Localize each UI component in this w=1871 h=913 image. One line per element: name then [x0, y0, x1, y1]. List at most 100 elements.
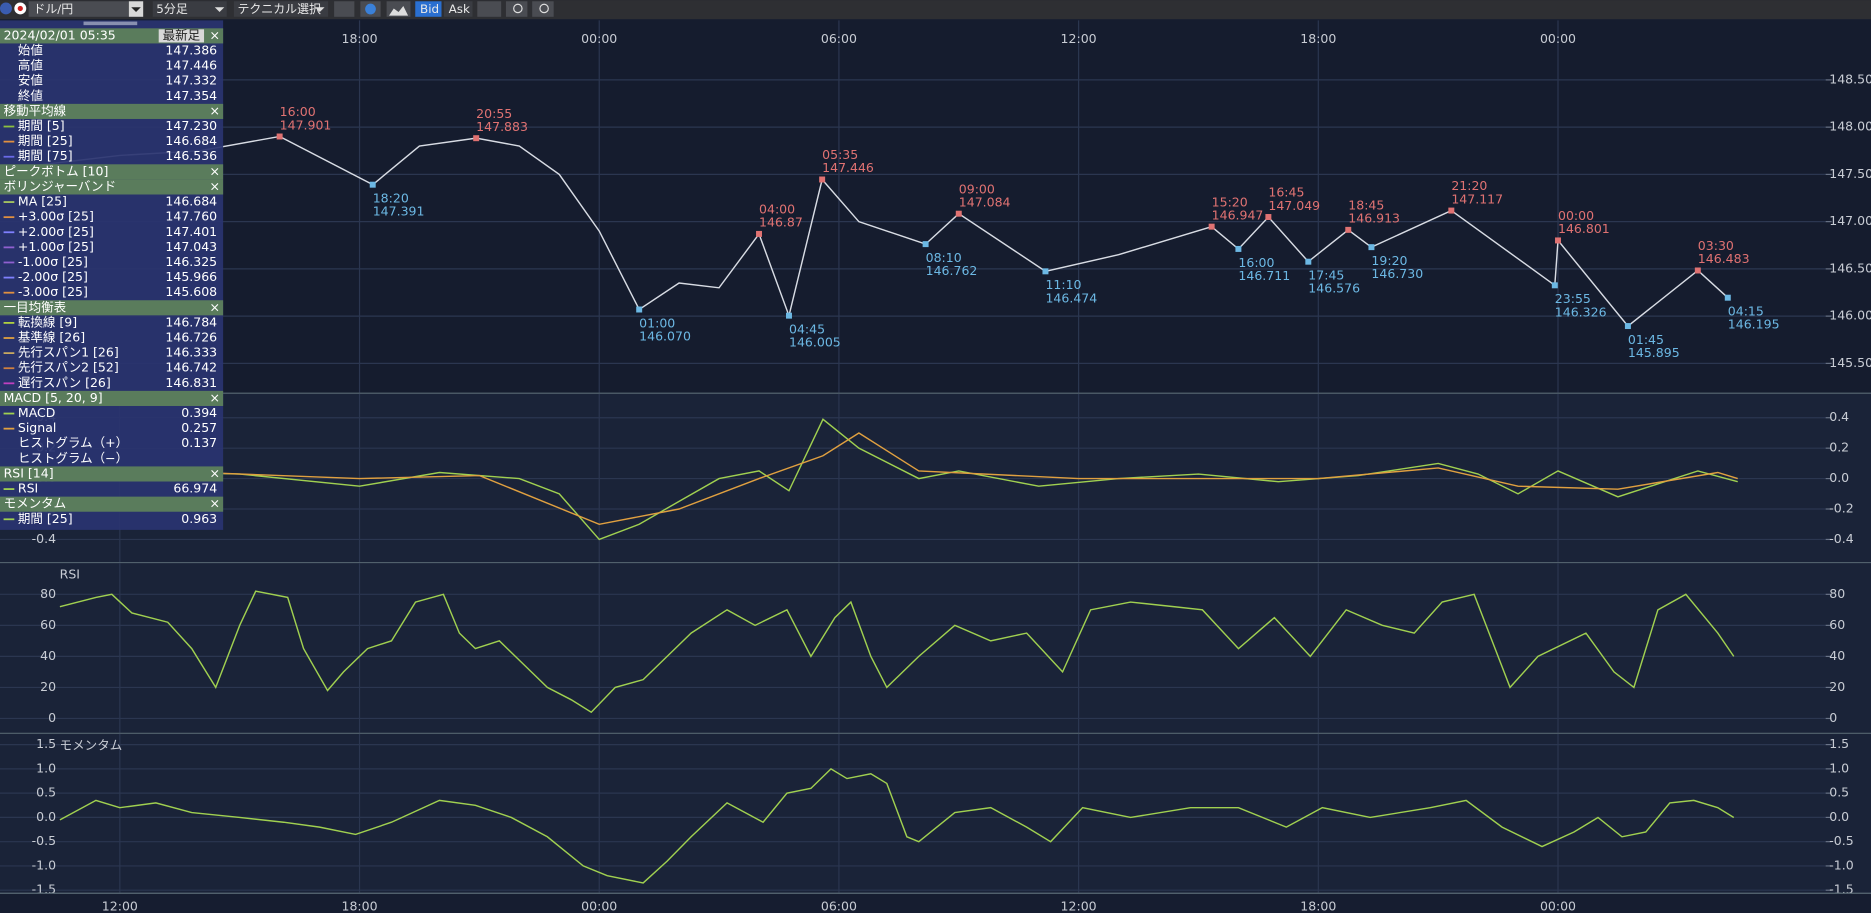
section-header	[0, 466, 224, 482]
peak-marker	[1448, 207, 1455, 214]
row-label: 安値	[18, 73, 43, 88]
timeframe-label: 5分足	[156, 2, 188, 16]
zoom-icon	[513, 3, 523, 14]
close-icon[interactable]: ×	[210, 465, 221, 480]
y-tick-label: 148.00	[1829, 119, 1871, 134]
marker-price: 146.474	[1045, 290, 1097, 305]
y-tick-label: 0.0	[1829, 470, 1849, 485]
x-tick-label: 00:00	[1540, 31, 1576, 46]
series-line	[0, 135, 1729, 328]
row-value: 0.257	[181, 420, 217, 435]
flag-jp-dot	[17, 5, 23, 12]
marker-time: 16:00	[1238, 255, 1274, 270]
section-header	[0, 390, 224, 406]
close-icon[interactable]: ×	[210, 178, 221, 193]
marker-time: 01:45	[1628, 332, 1664, 347]
marker-time: 08:10	[926, 250, 962, 265]
row-value: 147.446	[165, 58, 217, 73]
row-value: 146.325	[165, 254, 217, 269]
row-label: RSI	[18, 481, 38, 496]
panel-bg	[0, 20, 1871, 393]
row-label: -1.00σ [25]	[18, 254, 88, 269]
close-icon[interactable]: ×	[210, 163, 221, 178]
bottom-marker	[1368, 244, 1375, 251]
x-tick-label: 06:00	[821, 31, 857, 46]
close-icon[interactable]: ×	[210, 390, 221, 405]
row-label: ヒストグラム（+）	[18, 435, 128, 450]
y-tick-label: 1.5	[1829, 736, 1849, 751]
section-header	[0, 164, 224, 180]
row-label: -3.00σ [25]	[18, 284, 88, 299]
bid-label: Bid	[420, 2, 439, 16]
y-tick-label: -0.5	[1829, 833, 1853, 848]
zoom-out-button[interactable]	[505, 1, 528, 17]
ask-label: Ask	[449, 2, 470, 16]
marker-price: 147.901	[280, 117, 332, 132]
zoom-icon	[539, 3, 549, 14]
series-line	[59, 590, 1735, 714]
x-tick-label: 18:00	[341, 31, 377, 46]
panel-bg	[0, 563, 1871, 733]
ask-button[interactable]	[443, 1, 473, 17]
section-title: ピークボトム [10]	[4, 163, 109, 178]
section-header	[0, 300, 224, 316]
marker-price: 146.070	[639, 328, 691, 343]
y-tick-label: 146.50	[1829, 260, 1871, 275]
draw-tool-button[interactable]	[334, 1, 355, 17]
close-icon[interactable]: ×	[210, 496, 221, 511]
row-value: 146.333	[165, 345, 217, 360]
section-title: MACD [5, 20, 9]	[4, 390, 103, 405]
close-icon[interactable]: ×	[210, 27, 221, 42]
row-value: 146.684	[165, 133, 217, 148]
section-title: ボリンジャーバンド	[4, 178, 117, 193]
row-label: 基準線 [26]	[18, 330, 85, 345]
peak-marker	[1265, 214, 1272, 220]
marker-price: 146.483	[1698, 251, 1750, 266]
row-value: 66.974	[173, 481, 217, 496]
x-tick-label: 06:00	[821, 898, 857, 913]
y-tick-label: 0.0	[1829, 809, 1849, 824]
section-title: モメンタム	[4, 496, 67, 511]
marker-time: 21:20	[1451, 178, 1487, 193]
latest-button[interactable]	[158, 29, 205, 43]
row-label: 始値	[18, 42, 43, 57]
y-tick-label: 0	[48, 710, 56, 725]
y-tick-label: 40	[1829, 648, 1845, 663]
y-tick-label: -1.5	[32, 882, 56, 897]
marker-price: 146.913	[1348, 211, 1400, 226]
peak-marker	[819, 176, 826, 183]
close-icon[interactable]: ×	[210, 103, 221, 118]
panel-label: モメンタム	[60, 737, 123, 752]
row-value: 146.726	[165, 330, 217, 345]
indicator-button[interactable]	[477, 1, 502, 17]
section-title: 2024/02/01 05:35	[4, 27, 116, 42]
row-value: 147.386	[165, 42, 217, 57]
marker-price: 146.326	[1555, 304, 1607, 319]
bottom-marker	[1551, 282, 1558, 289]
x-tick-label: 12:00	[1061, 31, 1097, 46]
y-tick-label: 0.4	[1829, 409, 1849, 424]
x-tick-label: 12:00	[1061, 898, 1097, 913]
y-tick-label: 147.00	[1829, 213, 1871, 228]
zoom-in-button[interactable]	[532, 1, 554, 17]
latest-label: 最新足	[163, 27, 201, 42]
row-label: 終値	[18, 88, 43, 103]
marker-time: 18:45	[1348, 197, 1384, 212]
close-icon[interactable]: ×	[210, 299, 221, 314]
pair-select[interactable]	[28, 1, 129, 17]
marker-price: 146.87	[759, 215, 803, 230]
bid-button[interactable]	[415, 1, 442, 17]
marker-time: 16:00	[280, 104, 316, 119]
row-label: 期間 [75]	[18, 148, 73, 163]
row-label: 期間 [25]	[18, 511, 73, 526]
row-label: -2.00σ [25]	[18, 269, 88, 284]
timeframe-select[interactable]	[152, 1, 227, 17]
row-value: 0.963	[181, 511, 217, 526]
dropdown-arrow	[315, 7, 325, 13]
marker-price: 147.883	[476, 119, 528, 134]
y-tick-label: 0.2	[1829, 440, 1849, 455]
flag-us	[0, 2, 12, 15]
marker-price: 146.801	[1558, 221, 1610, 236]
technical-select[interactable]	[233, 1, 329, 17]
